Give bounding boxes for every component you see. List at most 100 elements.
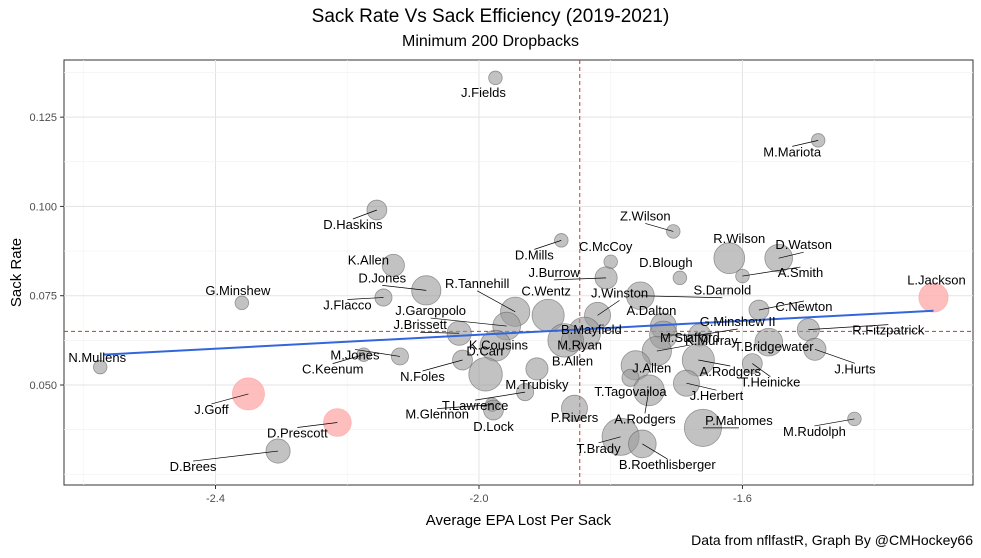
point-label: M.Jones xyxy=(330,347,380,362)
point-label: T.Bridgewater xyxy=(734,339,814,354)
point-label: J.Flacco xyxy=(323,298,371,313)
x-tick-label: -1.6 xyxy=(733,493,752,505)
label-leader xyxy=(686,382,717,391)
label-leader xyxy=(642,443,668,460)
chart-subtitle: Minimum 200 Dropbacks xyxy=(402,33,579,50)
label-leader xyxy=(699,328,738,336)
point-label: D.Jones xyxy=(358,270,406,285)
label-leader xyxy=(297,422,338,428)
point-label: G.Minshew xyxy=(205,283,271,298)
label-leader xyxy=(792,140,819,147)
point-label: Z.Wilson xyxy=(620,208,671,223)
point-labels: J.Fields M.Mariota D.Haskins D.Mills Z.Wilso… xyxy=(68,85,965,474)
point-label: A.Dalton xyxy=(626,303,676,318)
data-point xyxy=(672,270,688,286)
point-label: T.Heinicke xyxy=(740,375,800,390)
point-label: J.Burrow xyxy=(528,265,580,280)
label-leader xyxy=(354,349,400,357)
label-leader xyxy=(758,300,804,311)
point-label: T.Tagovailoa xyxy=(594,384,667,399)
label-leader xyxy=(597,300,620,316)
data-point xyxy=(918,282,949,313)
point-label: D.Watson xyxy=(775,237,832,252)
label-leader xyxy=(422,359,463,372)
data-point xyxy=(713,242,746,275)
point-label: R.Tannehill xyxy=(445,276,509,291)
data-point xyxy=(621,368,640,387)
label-leader xyxy=(742,266,801,277)
label-leader xyxy=(534,240,562,250)
data-point xyxy=(754,327,784,357)
label-leader xyxy=(477,290,516,313)
point-label: M.Rudolph xyxy=(783,424,846,439)
point-label: P.Mahomes xyxy=(705,413,773,428)
y-axis-label: Sack Rate xyxy=(8,238,25,307)
label-leader xyxy=(347,297,384,300)
label-leader xyxy=(752,363,771,377)
reference-lines xyxy=(64,60,973,485)
point-label: M.Trubisky xyxy=(505,377,569,392)
point-label: S.Darnold xyxy=(693,283,751,298)
point-label: L.Jackson xyxy=(907,273,966,288)
data-point xyxy=(488,70,503,86)
point-label: C.Newton xyxy=(775,299,832,314)
point-label: M.Ryan xyxy=(557,337,602,352)
point-label: N.Mullens xyxy=(68,350,126,365)
label-leader xyxy=(475,391,526,401)
point-label: K.Cousins xyxy=(469,338,529,353)
label-leader xyxy=(554,277,607,281)
point-label: K.Allen xyxy=(348,252,389,267)
point-label: B.Roethlisberger xyxy=(619,457,716,472)
label-leader xyxy=(332,354,364,364)
point-label: P.Rivers xyxy=(551,410,599,425)
label-leader xyxy=(598,436,621,444)
data-point xyxy=(231,377,265,411)
y-tick-label: 0.125 xyxy=(29,112,57,124)
data-point xyxy=(561,394,588,422)
point-label: K.Murray xyxy=(685,333,738,348)
data-point xyxy=(93,359,108,375)
point-label: C.McCoy xyxy=(579,239,633,254)
point-label: J.Garoppolo xyxy=(395,303,466,318)
axes: -2.4 -2.0 -1.6 0.050 0.075 0.100 0.125 xyxy=(29,112,751,505)
data-point xyxy=(381,253,405,277)
label-leader xyxy=(420,331,460,334)
point-label: C.Wentz xyxy=(521,283,571,298)
point-label: D.Lock xyxy=(473,419,514,434)
point-label: M.Glennon xyxy=(405,407,469,422)
point-label: G.Minshew II xyxy=(700,314,776,329)
point-label: T.Brady xyxy=(577,441,622,456)
label-leader xyxy=(211,393,249,405)
plot-panel xyxy=(63,59,974,486)
chart-title: Sack Rate Vs Sack Efficiency (2019-2021) xyxy=(311,6,670,27)
label-leader xyxy=(644,390,650,414)
point-label: A.Rodgers xyxy=(614,411,676,426)
point-label: R.Fitzpatrick xyxy=(852,323,925,338)
y-tick-label: 0.100 xyxy=(29,201,57,213)
point-label: M.Stafford xyxy=(660,330,720,345)
label-leader xyxy=(808,324,889,330)
x-axis-label: Average EPA Lost Per Sack xyxy=(426,512,612,529)
data-point xyxy=(735,268,750,284)
point-label: B.Mayfield xyxy=(561,322,622,337)
data-point xyxy=(265,438,291,464)
label-leader xyxy=(193,450,279,462)
point-label: J.Allen xyxy=(632,360,671,375)
point-label: M.Mariota xyxy=(763,144,822,159)
point-label: D.Mills xyxy=(515,247,554,262)
point-label: D.Prescott xyxy=(267,426,328,441)
label-leader xyxy=(382,285,427,291)
point-label: J.Fields xyxy=(461,85,506,100)
label-leader xyxy=(640,295,723,299)
point-label: B.Allen xyxy=(552,353,593,368)
label-leader xyxy=(352,209,378,220)
chart-caption: Data from nflfastR, Graph By @CMHockey66 xyxy=(691,532,973,548)
x-tick-label: -2.4 xyxy=(206,493,225,505)
label-leader xyxy=(437,404,493,409)
data-point xyxy=(468,357,503,392)
grid-lines xyxy=(64,60,973,485)
y-tick-label: 0.050 xyxy=(29,380,57,392)
point-label: J.Goff xyxy=(194,402,229,417)
label-leader xyxy=(814,348,856,364)
